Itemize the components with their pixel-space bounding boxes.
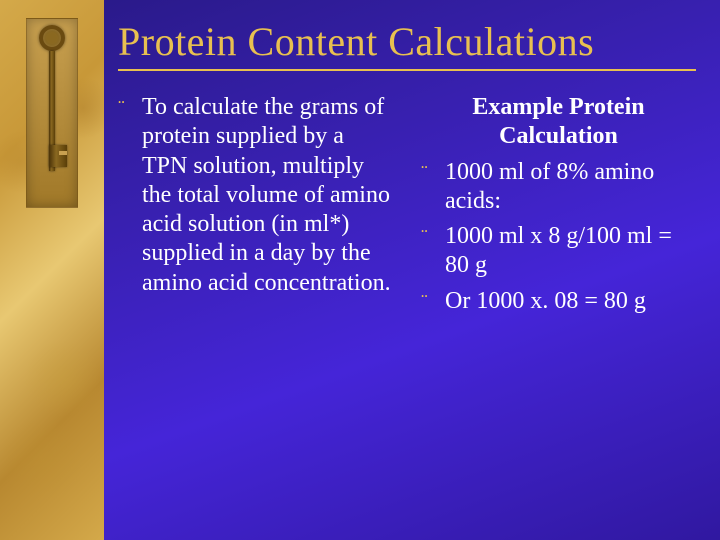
decorative-sidebar [0, 0, 104, 540]
bullet-item: ¨ 1000 ml of 8% amino acids: [421, 158, 696, 217]
bullet-item: ¨ Or 1000 x. 08 = 80 g [421, 287, 696, 316]
bullet-text: Or 1000 x. 08 = 80 g [445, 287, 696, 316]
example-subheading: Example Protein Calculation [421, 93, 696, 152]
diamond-bullet-icon: ¨ [118, 93, 142, 298]
diamond-bullet-icon: ¨ [421, 222, 445, 281]
bullet-item: ¨ 1000 ml x 8 g/100 ml = 80 g [421, 222, 696, 281]
right-column: Example Protein Calculation ¨ 1000 ml of… [421, 93, 696, 322]
key-plate [26, 18, 78, 208]
bullet-text: To calculate the grams of protein suppli… [142, 93, 393, 298]
diamond-bullet-icon: ¨ [421, 158, 445, 217]
slide-body: Protein Content Calculations ¨ To calcul… [104, 0, 720, 540]
left-column: ¨ To calculate the grams of protein supp… [118, 93, 393, 322]
bullet-text: 1000 ml of 8% amino acids: [445, 158, 696, 217]
title-underline [118, 69, 696, 71]
key-icon [38, 25, 66, 167]
bullet-item: ¨ To calculate the grams of protein supp… [118, 93, 393, 298]
diamond-bullet-icon: ¨ [421, 287, 445, 316]
content-columns: ¨ To calculate the grams of protein supp… [118, 93, 696, 322]
bullet-text: 1000 ml x 8 g/100 ml = 80 g [445, 222, 696, 281]
slide-title: Protein Content Calculations [118, 18, 696, 65]
